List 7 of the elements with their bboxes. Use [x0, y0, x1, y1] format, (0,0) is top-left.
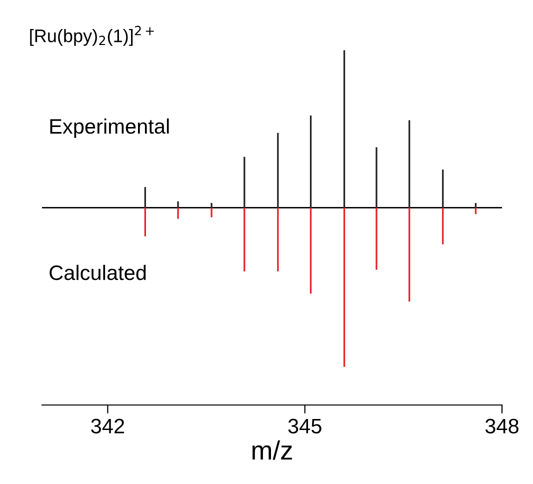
text: Experimental [50, 118, 169, 138]
x-axis-title: m/z [252, 440, 292, 460]
series-label: Calculated [50, 264, 146, 280]
x-tick-label: 342 [91, 418, 124, 434]
x-tick-label: 348 [485, 418, 518, 434]
x-tick-label: 345 [288, 418, 322, 434]
chart-title: [Ru(bpy)$_{2}$(1)]$^{2+}$ [30, 26, 154, 46]
